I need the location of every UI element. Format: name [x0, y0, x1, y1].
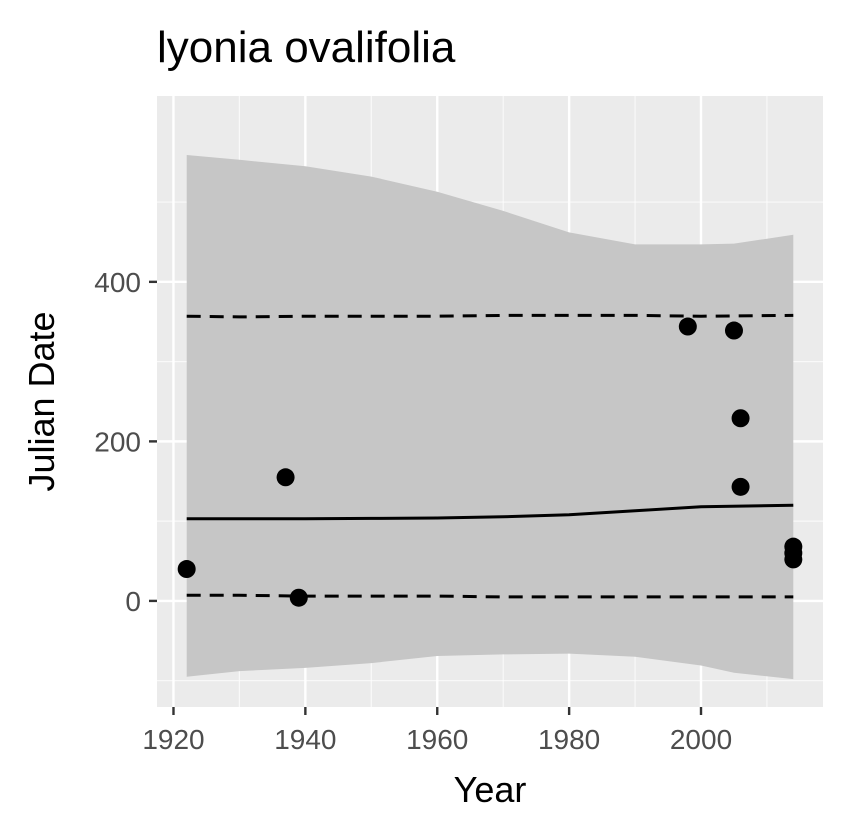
y-tick-label: 0	[125, 586, 141, 617]
x-tick-label: 1960	[406, 724, 468, 755]
prediction-lower-line	[186, 593, 794, 599]
data-point	[276, 468, 295, 487]
data-point	[724, 321, 743, 340]
data-points	[177, 317, 803, 607]
data-point	[678, 317, 697, 336]
chart-title: lyonia ovalifolia	[157, 23, 456, 72]
x-axis-title: Year	[454, 769, 527, 810]
data-point	[177, 560, 196, 579]
y-tick-label: 200	[94, 426, 141, 457]
data-point	[731, 477, 750, 496]
y-axis-ticks: 0 200 400	[94, 267, 157, 617]
y-tick-label: 400	[94, 267, 141, 298]
fit-line	[186, 503, 794, 521]
x-tick-label: 1980	[538, 724, 600, 755]
x-tick-label: 1920	[142, 724, 204, 755]
data-point	[731, 409, 750, 428]
prediction-upper-line	[186, 313, 794, 319]
confidence-band	[186, 155, 794, 680]
y-axis-title: Julian Date	[21, 311, 62, 491]
x-axis-ticks: 1920 1940 1960 1980 2000	[142, 707, 732, 755]
data-point	[289, 588, 308, 607]
data-point	[784, 550, 803, 569]
x-tick-label: 1940	[274, 724, 336, 755]
x-tick-label: 2000	[670, 724, 732, 755]
